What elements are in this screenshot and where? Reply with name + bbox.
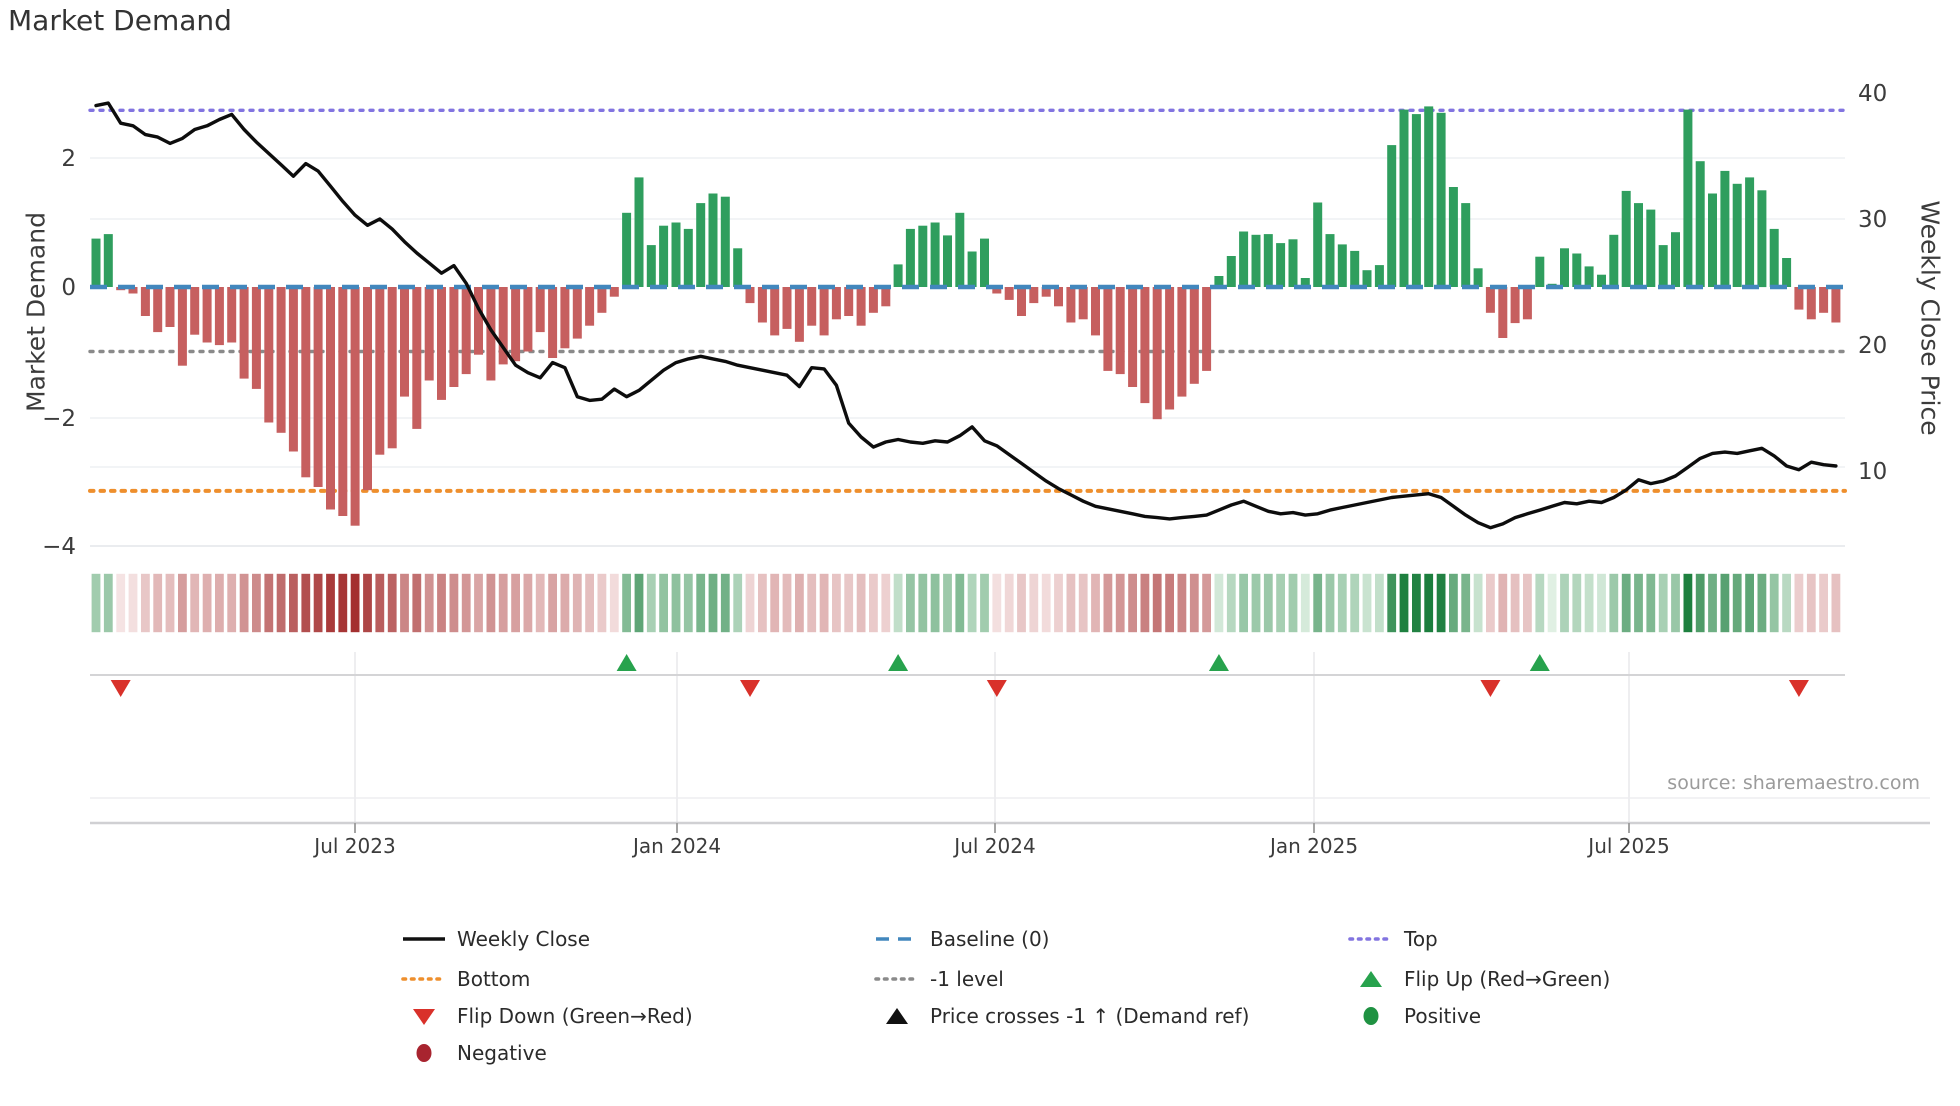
source-credit: source: sharemaestro.com: [1667, 772, 1920, 794]
flip-down-markers: [110, 680, 1809, 697]
x-tick-label: Jan 2024: [631, 834, 721, 858]
right-tick-labels: 40 30 20 10: [1858, 81, 1887, 485]
svg-text:−2: −2: [42, 406, 76, 432]
demand-heatmap-strip: [90, 572, 1842, 634]
page-title: Market Demand: [8, 4, 232, 37]
x-tick-label: Jul 2023: [312, 834, 395, 858]
svg-text:40: 40: [1858, 81, 1887, 107]
x-tick-label: Jan 2025: [1268, 834, 1358, 858]
left-tick-labels: 2 0 −2 −4: [42, 146, 76, 560]
svg-text:2: 2: [61, 146, 76, 172]
svg-text:−4: −4: [42, 534, 76, 560]
svg-text:20: 20: [1858, 333, 1887, 359]
bottom-axis: Jul 2023 Jan 2024 Jul 2024 Jan 2025 Jul 2025: [90, 797, 1930, 858]
svg-text:0: 0: [61, 275, 76, 301]
flip-up-markers: [616, 654, 1550, 671]
x-tick-label: Jul 2025: [1586, 834, 1669, 858]
demand-bars: [91, 106, 1841, 526]
weekly-close-price-line: [94, 101, 1838, 530]
x-tick-label: Jul 2024: [952, 834, 1035, 858]
svg-text:30: 30: [1858, 207, 1887, 233]
svg-text:10: 10: [1858, 459, 1887, 485]
